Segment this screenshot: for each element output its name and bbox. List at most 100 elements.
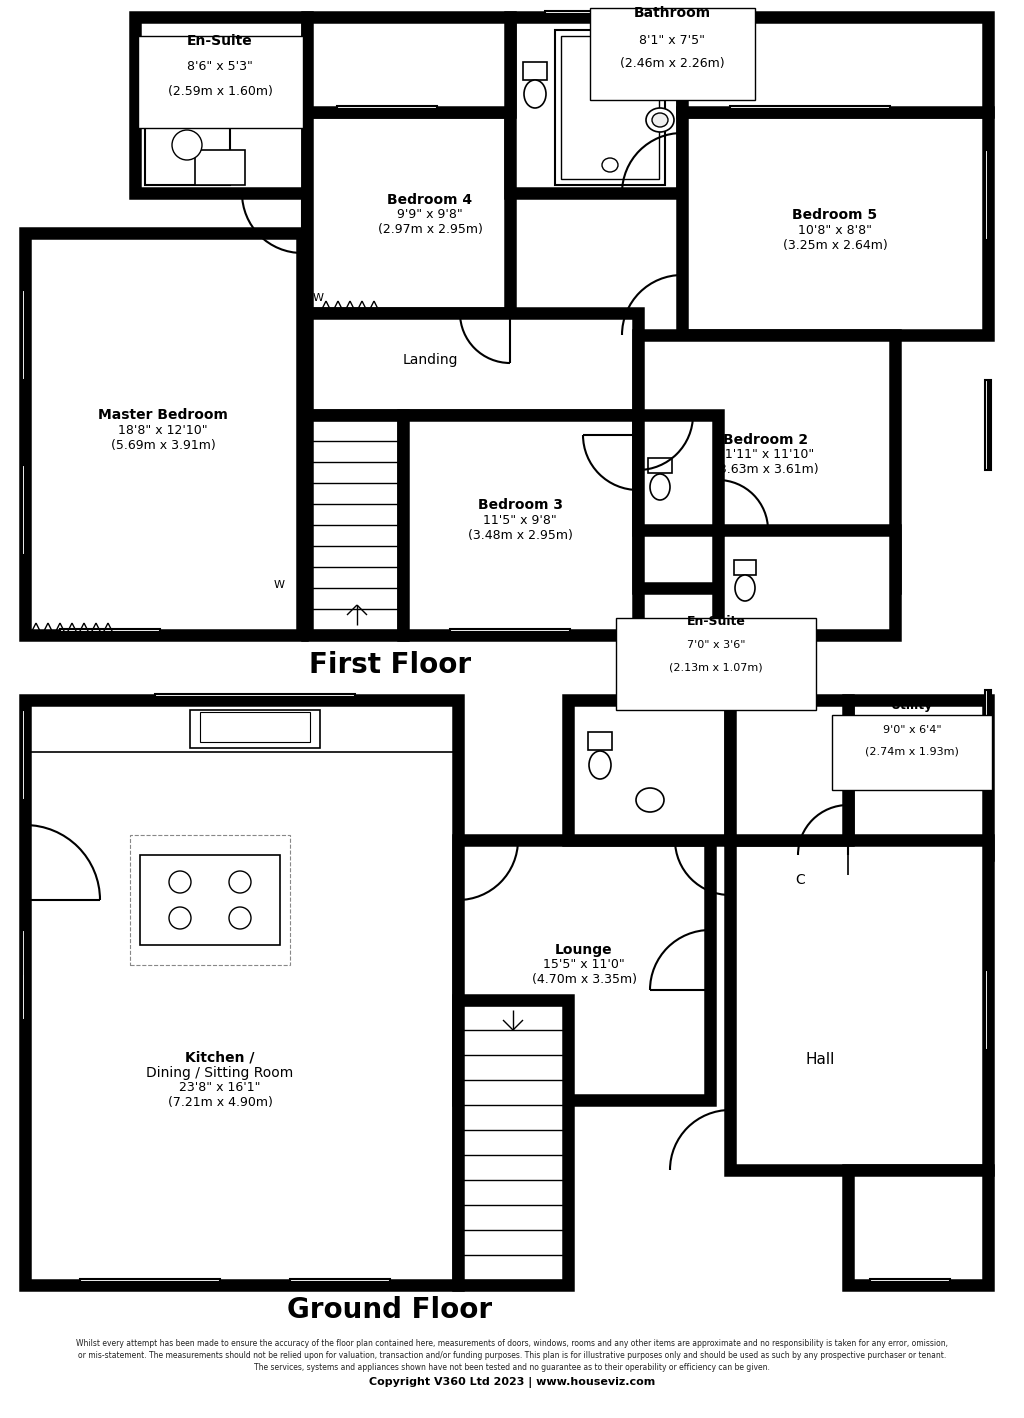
Bar bbox=[307, 313, 638, 415]
Bar bbox=[730, 106, 890, 112]
Text: (7.21m x 4.90m): (7.21m x 4.90m) bbox=[168, 1096, 272, 1109]
Bar bbox=[523, 62, 547, 79]
Text: C: C bbox=[795, 873, 805, 888]
Text: Hall: Hall bbox=[805, 1052, 835, 1068]
Bar bbox=[155, 693, 355, 700]
Bar bbox=[545, 11, 645, 17]
Bar bbox=[682, 17, 988, 112]
Ellipse shape bbox=[652, 113, 668, 128]
Bar bbox=[307, 415, 403, 635]
Bar bbox=[22, 930, 28, 1020]
Text: (2.13m x 1.07m): (2.13m x 1.07m) bbox=[670, 662, 763, 672]
Bar bbox=[22, 291, 28, 380]
Text: Copyright V360 Ltd 2023 | www.houseviz.com: Copyright V360 Ltd 2023 | www.houseviz.c… bbox=[369, 1377, 655, 1388]
Bar bbox=[25, 700, 458, 1285]
Bar bbox=[60, 630, 160, 635]
Bar bbox=[848, 700, 988, 855]
Bar bbox=[458, 1000, 568, 1285]
Bar bbox=[638, 335, 895, 588]
Bar bbox=[140, 855, 280, 944]
Bar bbox=[985, 150, 991, 240]
Bar bbox=[730, 700, 848, 839]
Text: En-Suite: En-Suite bbox=[187, 34, 253, 48]
Bar bbox=[985, 691, 991, 760]
Bar bbox=[22, 465, 28, 554]
Bar bbox=[568, 700, 730, 839]
Ellipse shape bbox=[229, 908, 251, 929]
Text: 7'0" x 3'6": 7'0" x 3'6" bbox=[687, 640, 745, 649]
Bar bbox=[985, 691, 991, 760]
Text: Dining / Sitting Room: Dining / Sitting Room bbox=[146, 1065, 294, 1079]
Bar bbox=[290, 1279, 390, 1285]
Bar bbox=[831, 715, 992, 790]
Text: Whilst every attempt has been made to ensure the accuracy of the floor plan cont: Whilst every attempt has been made to en… bbox=[76, 1339, 948, 1347]
Bar bbox=[510, 17, 682, 193]
Ellipse shape bbox=[735, 576, 755, 601]
Bar bbox=[870, 1279, 950, 1285]
Bar bbox=[22, 710, 28, 800]
Bar bbox=[561, 35, 659, 179]
Ellipse shape bbox=[169, 871, 191, 893]
Text: Bedroom 5: Bedroom 5 bbox=[793, 208, 878, 223]
Ellipse shape bbox=[229, 871, 251, 893]
Text: Master Bedroom: Master Bedroom bbox=[98, 408, 228, 423]
Text: W: W bbox=[274, 580, 285, 590]
Bar bbox=[590, 9, 755, 101]
Bar bbox=[200, 712, 310, 742]
Bar bbox=[138, 35, 303, 128]
Bar bbox=[337, 106, 437, 112]
Text: Lounge: Lounge bbox=[555, 943, 612, 957]
Bar bbox=[307, 17, 510, 112]
Text: 9'9" x 9'8": 9'9" x 9'8" bbox=[397, 208, 463, 221]
Text: 15'5" x 11'0": 15'5" x 11'0" bbox=[543, 959, 625, 971]
Bar bbox=[458, 839, 710, 1100]
Text: or mis-statement. The measurements should not be relied upon for valuation, tran: or mis-statement. The measurements shoul… bbox=[78, 1350, 946, 1360]
Text: (4.70m x 3.35m): (4.70m x 3.35m) bbox=[531, 974, 637, 987]
Text: First Floor: First Floor bbox=[309, 651, 471, 679]
Bar bbox=[274, 75, 296, 89]
Bar bbox=[734, 560, 756, 576]
Bar bbox=[155, 693, 355, 700]
Bar bbox=[545, 11, 645, 17]
Ellipse shape bbox=[589, 752, 611, 778]
Bar bbox=[22, 291, 28, 380]
Bar bbox=[190, 710, 319, 749]
Bar bbox=[985, 970, 991, 1049]
Bar bbox=[290, 1279, 390, 1285]
Text: 18'8" x 12'10": 18'8" x 12'10" bbox=[118, 424, 208, 437]
Bar bbox=[985, 970, 991, 1049]
Text: En-Suite: En-Suite bbox=[686, 615, 745, 628]
Ellipse shape bbox=[646, 108, 674, 132]
Bar bbox=[80, 1279, 220, 1285]
Bar bbox=[22, 930, 28, 1020]
Ellipse shape bbox=[169, 908, 191, 929]
Bar bbox=[145, 105, 230, 184]
Bar bbox=[682, 112, 988, 335]
Text: 10'8" x 8'8": 10'8" x 8'8" bbox=[798, 224, 872, 237]
Text: (2.97m x 2.95m): (2.97m x 2.95m) bbox=[378, 224, 482, 237]
Bar bbox=[22, 710, 28, 800]
Ellipse shape bbox=[275, 89, 295, 116]
Text: (2.74m x 1.93m): (2.74m x 1.93m) bbox=[865, 747, 958, 757]
Bar bbox=[870, 1279, 950, 1285]
Text: (3.63m x 3.61m): (3.63m x 3.61m) bbox=[714, 464, 818, 476]
Text: Bathroom: Bathroom bbox=[634, 6, 711, 20]
Ellipse shape bbox=[636, 788, 664, 813]
Text: W: W bbox=[313, 294, 324, 303]
Text: (2.59m x 1.60m): (2.59m x 1.60m) bbox=[168, 85, 272, 98]
Text: Bedroom 4: Bedroom 4 bbox=[387, 193, 472, 207]
Text: 11'5" x 9'8": 11'5" x 9'8" bbox=[483, 513, 557, 526]
Bar bbox=[588, 732, 612, 750]
Text: 8'6" x 5'3": 8'6" x 5'3" bbox=[187, 60, 253, 72]
Text: (3.25m x 2.64m): (3.25m x 2.64m) bbox=[782, 238, 888, 251]
Bar bbox=[80, 1279, 220, 1285]
Text: (5.69m x 3.91m): (5.69m x 3.91m) bbox=[111, 438, 215, 451]
Bar bbox=[555, 30, 665, 184]
Bar bbox=[985, 150, 991, 240]
Bar bbox=[616, 618, 816, 710]
Text: Kitchen /: Kitchen / bbox=[185, 1051, 255, 1065]
Bar bbox=[985, 380, 991, 469]
Bar bbox=[60, 630, 160, 635]
Bar bbox=[450, 630, 570, 635]
Text: (2.46m x 2.26m): (2.46m x 2.26m) bbox=[620, 57, 724, 69]
